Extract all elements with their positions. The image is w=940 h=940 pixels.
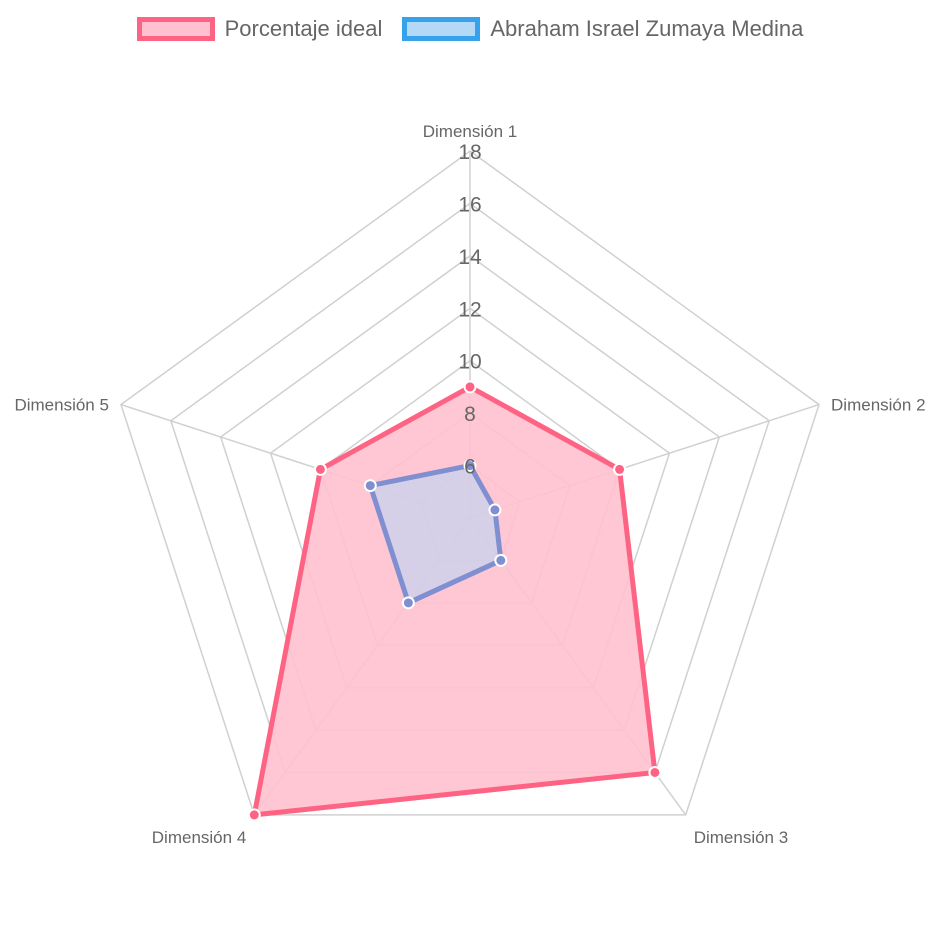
tick-label-16: 16 <box>458 193 481 216</box>
series-2-point-4[interactable] <box>401 596 415 610</box>
legend-label-porcentaje-ideal: Porcentaje ideal <box>224 16 383 41</box>
series-1 <box>251 384 658 818</box>
series-1-point-5[interactable] <box>313 462 327 476</box>
axis-label-1: Dimensión 1 <box>423 122 518 141</box>
series-2-point-2[interactable] <box>488 503 502 517</box>
radar-ticks: 6 8 10 12 14 16 18 <box>458 141 482 479</box>
radar-axis-labels: Dimensión 1 Dimensión 2 Dimensión 3 Dimensi… <box>14 122 925 847</box>
axis-label-5: Dimensión 5 <box>14 396 109 415</box>
series-2 <box>367 463 504 606</box>
axis-label-4: Dimensión 4 <box>152 828 247 847</box>
series-1-point-3[interactable] <box>648 765 662 779</box>
tick-label-6: 6 <box>464 456 476 479</box>
tick-label-8: 8 <box>464 403 476 426</box>
axis-label-2: Dimensión 2 <box>831 396 926 415</box>
tick-label-10: 10 <box>458 351 481 374</box>
legend-swatch-abraham <box>402 17 481 41</box>
legend-label-abraham: Abraham Israel Zumaya Medina <box>490 16 804 41</box>
axis-label-3: Dimensión 3 <box>694 828 789 847</box>
series-1-point-4[interactable] <box>247 808 261 822</box>
series-2-point-3[interactable] <box>494 553 508 567</box>
series-area-2 <box>367 463 504 606</box>
chart-legend: Porcentaje ideal Abraham Israel Zumaya M… <box>0 16 940 42</box>
radar-series <box>247 380 662 822</box>
grid-ring-18 <box>120 150 820 816</box>
tick-label-12: 12 <box>458 298 481 321</box>
legend-item-porcentaje-ideal[interactable]: Porcentaje ideal <box>136 16 383 42</box>
legend-item-abraham[interactable]: Abraham Israel Zumaya Medina <box>402 16 803 42</box>
series-area-1 <box>251 384 658 818</box>
tick-label-14: 14 <box>458 246 482 269</box>
series-1-point-2[interactable] <box>613 462 627 476</box>
tick-label-18: 18 <box>458 141 481 164</box>
legend-swatch-porcentaje-ideal <box>136 17 215 41</box>
series-2-point-5[interactable] <box>363 479 377 493</box>
series-1-point-1[interactable] <box>463 380 477 394</box>
series-2-point-1[interactable] <box>463 459 477 473</box>
